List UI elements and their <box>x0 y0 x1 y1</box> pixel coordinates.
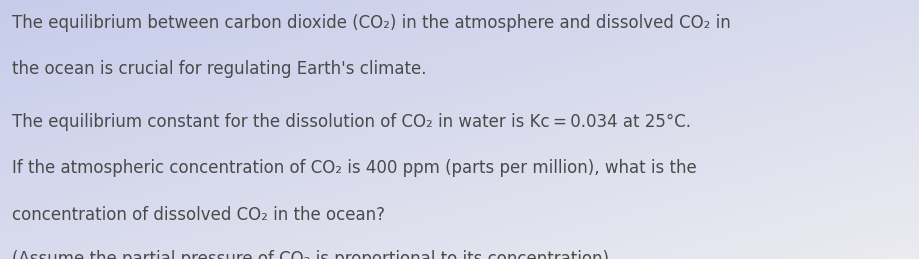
Text: The equilibrium constant for the dissolution of CO₂ in water is Kc = 0.034 at 25: The equilibrium constant for the dissolu… <box>12 113 690 131</box>
Text: the ocean is crucial for regulating Earth's climate.: the ocean is crucial for regulating Eart… <box>12 60 426 77</box>
Text: concentration of dissolved CO₂ in the ocean?: concentration of dissolved CO₂ in the oc… <box>12 206 384 224</box>
Text: The equilibrium between carbon dioxide (CO₂) in the atmosphere and dissolved CO₂: The equilibrium between carbon dioxide (… <box>12 14 730 32</box>
Text: (Assume the partial pressure of CO₂ is proportional to its concentration).: (Assume the partial pressure of CO₂ is p… <box>12 250 614 259</box>
Text: If the atmospheric concentration of CO₂ is 400 ppm (parts per million), what is : If the atmospheric concentration of CO₂ … <box>12 159 696 177</box>
